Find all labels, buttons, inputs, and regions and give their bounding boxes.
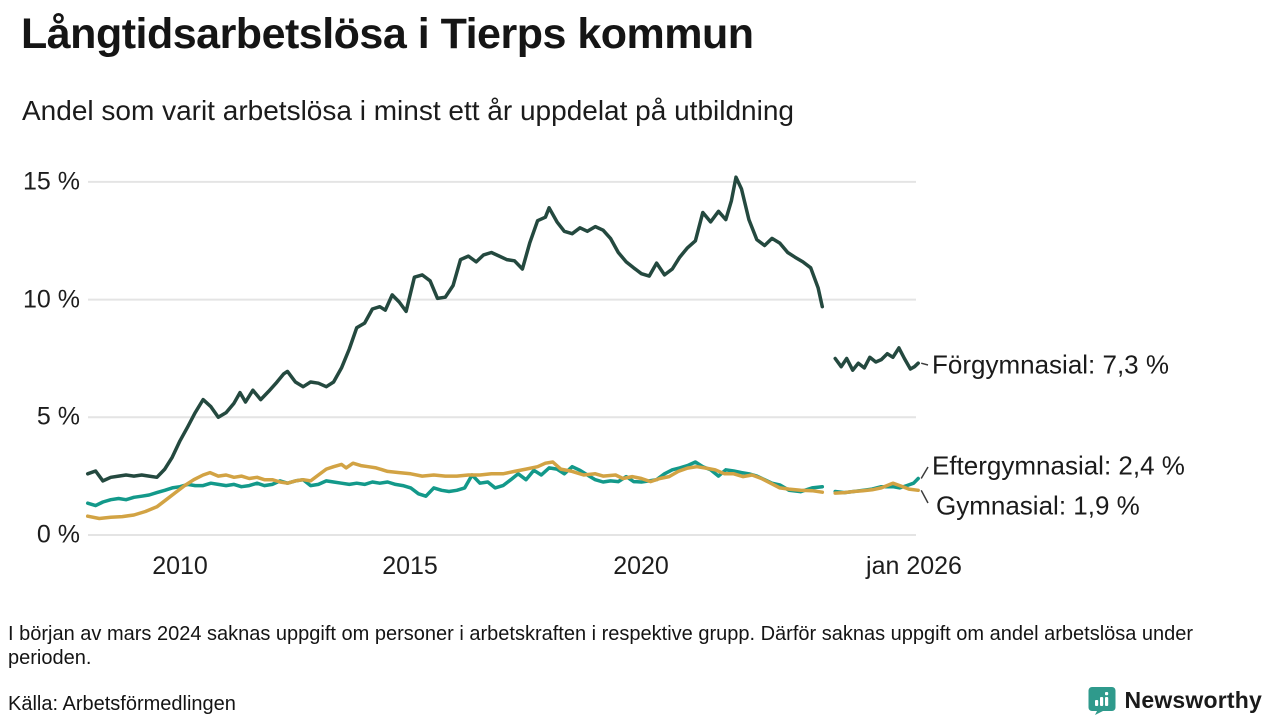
- series-label-forgymnasial: Förgymnasial: 7,3 %: [932, 349, 1169, 380]
- y-axis-tick-0: 0 %: [36, 520, 80, 549]
- series-line-forgymnasial: [833, 346, 920, 372]
- newsworthy-brand: Newsworthy: [1088, 686, 1262, 715]
- series-line-gymnasial: [85, 460, 825, 521]
- label-connector-gymnasial: [920, 489, 929, 504]
- label-connector-forgymnasial: [921, 362, 929, 366]
- newsworthy-logo-icon: [1088, 686, 1116, 715]
- x-axis-tick-jan-2026: jan 2026: [866, 552, 962, 580]
- x-axis-tick-2010: 2010: [152, 552, 208, 580]
- series-line-gymnasial: [833, 481, 920, 495]
- chart-footnote: I början av mars 2024 saknas uppgift om …: [8, 623, 1194, 669]
- label-connector-eftergymnasial: [920, 466, 929, 479]
- chart-title: Långtidsarbetslösa i Tierps kommun: [21, 10, 754, 58]
- series-line-forgymnasial: [85, 175, 825, 483]
- chart-subtitle: Andel som varit arbetslösa i minst ett å…: [22, 95, 794, 126]
- series-line-eftergymnasial: [85, 460, 825, 508]
- x-axis-tick-2020: 2020: [613, 552, 669, 580]
- y-axis-tick-5: 5 %: [36, 402, 80, 431]
- source-credit: Källa: Arbetsförmedlingen: [8, 693, 236, 715]
- newsworthy-brand-text: Newsworthy: [1124, 687, 1262, 713]
- series-label-gymnasial: Gymnasial: 1,9 %: [936, 490, 1140, 521]
- y-axis-tick-10: 10 %: [23, 285, 80, 314]
- series-label-eftergymnasial: Eftergymnasial: 2,4 %: [932, 450, 1185, 481]
- y-axis-tick-15: 15 %: [23, 167, 80, 196]
- x-axis-tick-2015: 2015: [382, 552, 438, 580]
